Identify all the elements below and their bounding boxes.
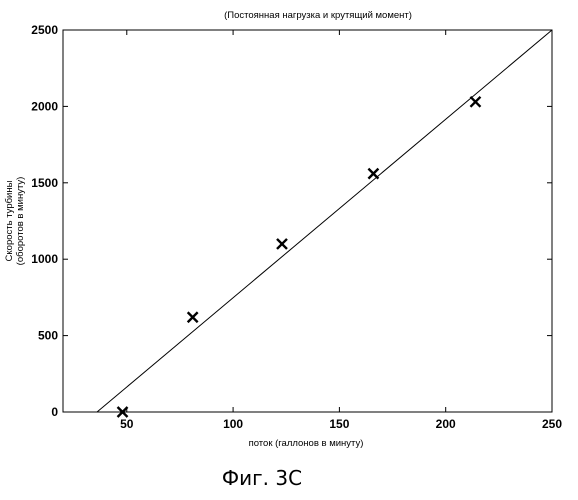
x-tick-label: 150 bbox=[329, 417, 349, 431]
y-axis-label-line-1: Скорость турбины bbox=[4, 180, 15, 261]
y-axis: 0 500 1000 1500 2000 2500 bbox=[31, 23, 552, 419]
y-axis-label-line-2: (оборотов в минуту) bbox=[15, 177, 26, 266]
x-tick-label: 100 bbox=[223, 417, 243, 431]
y-tick-label: 1500 bbox=[31, 176, 58, 190]
y-tick-label: 1000 bbox=[31, 252, 58, 266]
plot-frame bbox=[63, 30, 552, 412]
data-point-x-marker bbox=[277, 239, 287, 249]
fit-line-series bbox=[97, 30, 552, 412]
data-point-x-marker bbox=[470, 97, 480, 107]
y-tick-label: 2000 bbox=[31, 99, 58, 113]
y-tick-label: 0 bbox=[51, 405, 58, 419]
data-point-x-marker bbox=[368, 169, 378, 179]
y-tick-label: 500 bbox=[38, 329, 58, 343]
x-tick-label: 250 bbox=[542, 417, 562, 431]
x-axis-label: поток (галлонов в минуту) bbox=[249, 438, 364, 449]
x-tick-label: 200 bbox=[436, 417, 456, 431]
chart-title: (Постоянная нагрузка и крутящий момент) bbox=[224, 10, 412, 21]
x-axis: 50 100 150 200 250 bbox=[120, 30, 562, 431]
figure-caption: Фиг. 3С bbox=[0, 466, 524, 490]
y-tick-label: 2500 bbox=[31, 23, 58, 37]
data-point-x-marker bbox=[188, 312, 198, 322]
fit-line bbox=[97, 30, 552, 412]
data-points-series bbox=[118, 97, 481, 417]
x-tick-label: 50 bbox=[120, 417, 134, 431]
y-axis-label: Скорость турбины (оборотов в минуту) bbox=[4, 177, 26, 266]
